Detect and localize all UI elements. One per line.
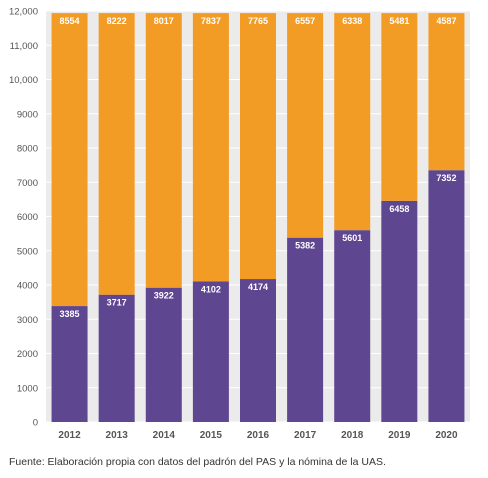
data-label: 4102	[201, 285, 221, 295]
y-tick-label: 12,000	[9, 7, 38, 18]
x-tick-label: 2020	[435, 430, 458, 441]
data-labels: 3385 8554 3717 8222 3922 8017 4102 7837 4174 7765…	[60, 16, 457, 319]
x-tick-label: 2019	[388, 430, 411, 441]
y-tick-label: 10,000	[9, 75, 38, 86]
x-axis: 2012 2013 2014 2015 2016 2017 2018 2019 2020	[58, 430, 458, 441]
y-tick-label: 0	[33, 418, 38, 429]
data-label: 3717	[107, 298, 127, 308]
bar-segment	[98, 13, 135, 295]
data-label: 8554	[60, 16, 80, 26]
y-tick-label: 9000	[17, 109, 38, 120]
data-label: 5382	[295, 241, 315, 251]
bar-segment	[334, 230, 371, 422]
data-label: 6557	[295, 16, 315, 26]
y-tick-label: 8000	[17, 144, 38, 155]
x-tick-label: 2017	[294, 430, 317, 441]
bar-segment	[428, 13, 465, 171]
bar-segment	[287, 237, 324, 422]
data-label: 7837	[201, 16, 221, 26]
bar-segment	[145, 13, 182, 288]
source-note: Fuente: Elaboración propia con datos del…	[9, 456, 386, 468]
data-label: 7765	[248, 16, 268, 26]
bar-segment	[381, 13, 418, 201]
bar-segment	[240, 279, 276, 422]
data-label: 5481	[389, 16, 409, 26]
bar-segment	[381, 200, 418, 422]
bars	[51, 13, 465, 422]
x-tick-label: 2014	[153, 430, 176, 441]
data-label: 7352	[436, 173, 456, 183]
y-tick-label: 2000	[17, 349, 38, 360]
y-tick-label: 3000	[17, 315, 38, 326]
x-tick-label: 2012	[58, 430, 81, 441]
bar-segment	[98, 294, 135, 422]
data-label: 3922	[154, 291, 174, 301]
y-tick-label: 11,000	[10, 41, 38, 52]
bar-segment	[192, 281, 229, 422]
stacked-bar-chart: 0 1000 2000 3000 4000 5000 6000 7000 8000 9000 10,…	[9, 7, 470, 441]
data-label: 8017	[154, 16, 174, 26]
bar-segment	[192, 13, 229, 282]
x-tick-label: 2018	[341, 430, 364, 441]
data-label: 8222	[107, 16, 127, 26]
y-tick-label: 7000	[17, 178, 38, 189]
x-tick-label: 2013	[106, 430, 129, 441]
bar-segment	[428, 170, 465, 422]
data-label: 6458	[389, 204, 409, 214]
x-tick-label: 2016	[247, 430, 270, 441]
data-label: 4174	[248, 282, 268, 292]
data-label: 4587	[436, 16, 456, 26]
y-tick-label: 4000	[17, 281, 38, 292]
y-tick-label: 1000	[17, 383, 38, 394]
bar-segment	[145, 287, 182, 422]
data-label: 3385	[60, 309, 80, 319]
bar-segment	[334, 13, 371, 231]
bar-segment	[51, 13, 88, 307]
data-label: 5601	[342, 233, 362, 243]
bar-segment	[287, 13, 324, 238]
x-tick-label: 2015	[200, 430, 223, 441]
bar-segment	[240, 13, 276, 280]
y-axis: 0 1000 2000 3000 4000 5000 6000 7000 8000 9000 10,…	[9, 7, 38, 429]
bar-segment	[51, 306, 88, 422]
data-label: 6338	[342, 16, 362, 26]
y-tick-label: 5000	[17, 246, 38, 257]
y-tick-label: 6000	[17, 212, 38, 223]
